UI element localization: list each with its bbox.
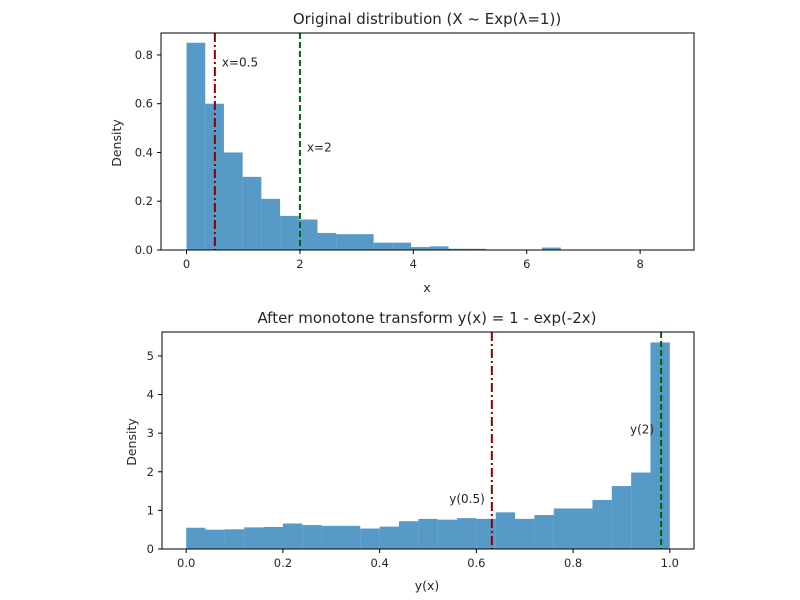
bottom-vline-label-0: y(0.5): [449, 492, 485, 506]
bottom-xtick-label-2: 0.4: [370, 556, 388, 570]
bottom-chart-title: After monotone transform y(x) = 1 - exp(…: [257, 309, 596, 327]
bottom-ytick-label-4: 4: [147, 388, 154, 402]
bottom-y-axis-label: Density: [124, 418, 139, 466]
bottom-bar-9: [360, 528, 380, 549]
top-ytick-label-0: 0.0: [135, 243, 153, 257]
bottom-ytick-label-5: 5: [147, 349, 154, 363]
bottom-bar-7: [321, 525, 341, 549]
bottom-reference-lines: y(0.5) y(2): [449, 332, 663, 549]
bottom-bar-16: [495, 512, 516, 549]
top-bar-9: [354, 234, 374, 250]
bottom-bar-13: [437, 519, 458, 549]
bottom-bar-19: [553, 508, 574, 549]
bottom-x-axis-label: y(x): [415, 578, 440, 593]
top-xtick-label-1: 2: [296, 257, 303, 271]
bottom-ytick-label-2: 2: [147, 465, 154, 479]
bottom-histogram-bars: [186, 342, 670, 549]
top-xtick-label-0: 0: [183, 257, 190, 271]
bottom-bar-17: [515, 518, 535, 549]
top-vline-label-1: x=2: [307, 141, 332, 155]
top-bar-19: [542, 247, 561, 250]
bottom-xtick-label-1: 0.2: [274, 556, 292, 570]
top-x-axis-label: x: [423, 280, 430, 295]
bottom-bar-11: [398, 521, 419, 549]
top-bar-14: [448, 248, 468, 250]
bottom-bar-2: [224, 529, 245, 549]
bottom-vline-label-1: y(2): [630, 422, 654, 436]
bottom-bar-18: [534, 515, 554, 549]
top-y-ticks: 0.0 0.2 0.4 0.6 0.8: [135, 48, 161, 257]
top-vline-label-0: x=0.5: [222, 55, 258, 69]
top-y-axis-label: Density: [109, 119, 124, 167]
top-bar-4: [261, 198, 281, 250]
bottom-axes-frame: [161, 331, 695, 550]
top-x-ticks: 0 2 4 6 8: [183, 250, 644, 271]
bottom-bar-23: [631, 472, 651, 549]
bottom-xtick-label-0: 0.0: [177, 556, 195, 570]
bottom-bar-21: [592, 499, 612, 549]
bottom-bar-12: [418, 518, 438, 549]
bottom-ytick-label-1: 1: [147, 503, 154, 517]
top-bar-10: [373, 242, 393, 250]
bottom-bar-6: [302, 525, 322, 549]
top-ytick-label-3: 0.6: [135, 97, 153, 111]
bottom-bar-20: [573, 508, 593, 549]
top-ytick-label-1: 0.2: [135, 194, 153, 208]
top-chart-title: Original distribution (X ~ Exp(λ=1)): [293, 10, 561, 28]
top-ytick-label-4: 0.8: [135, 48, 153, 62]
bottom-bar-22: [611, 486, 632, 549]
top-bar-3: [242, 176, 262, 250]
top-bar-7: [317, 232, 337, 250]
bottom-bar-8: [340, 525, 361, 549]
top-bar-11: [392, 242, 412, 250]
top-bar-0: [186, 42, 206, 250]
bottom-bar-0: [186, 527, 206, 549]
bottom-bar-5: [282, 523, 303, 549]
bottom-bar-14: [457, 518, 477, 549]
top-bar-5: [280, 215, 299, 250]
top-ytick-label-2: 0.4: [135, 145, 153, 159]
top-bar-2: [223, 152, 243, 250]
top-bar-13: [429, 246, 449, 250]
bottom-xtick-label-4: 0.8: [564, 556, 582, 570]
bottom-bar-4: [263, 526, 283, 549]
bottom-bar-10: [379, 526, 399, 549]
bottom-histogram-panel: After monotone transform y(x) = 1 - exp(…: [124, 309, 695, 593]
bottom-y-ticks: 0 1 2 3 4 5: [147, 349, 162, 556]
bottom-x-ticks: 0.0 0.2 0.4 0.6 0.8 1.0: [177, 549, 679, 570]
top-xtick-label-4: 8: [636, 257, 643, 271]
top-reference-lines: x=0.5 x=2: [213, 33, 332, 250]
top-axes-frame: [160, 32, 695, 251]
top-bar-8: [336, 234, 355, 250]
top-histogram-panel: Original distribution (X ~ Exp(λ=1)) x=0…: [109, 10, 695, 295]
top-xtick-label-2: 4: [410, 257, 417, 271]
bottom-ytick-label-0: 0: [147, 542, 154, 556]
top-bar-12: [411, 247, 430, 250]
top-bar-15: [467, 248, 486, 250]
bottom-xtick-label-3: 0.6: [467, 556, 485, 570]
top-histogram-bars: [186, 42, 561, 251]
bottom-xtick-label-5: 1.0: [661, 556, 679, 570]
bottom-bar-3: [244, 527, 264, 549]
top-bar-6: [298, 219, 318, 250]
top-xtick-label-3: 6: [523, 257, 530, 271]
bottom-ytick-label-3: 3: [147, 426, 154, 440]
bottom-bar-1: [205, 529, 225, 549]
